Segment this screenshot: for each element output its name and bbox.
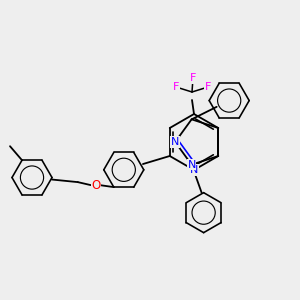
Text: N: N bbox=[190, 165, 198, 175]
Text: N: N bbox=[171, 137, 179, 147]
Text: F: F bbox=[173, 82, 179, 92]
Text: O: O bbox=[91, 178, 101, 192]
Text: N: N bbox=[188, 160, 196, 170]
Text: F: F bbox=[190, 73, 196, 83]
Text: F: F bbox=[205, 82, 211, 92]
